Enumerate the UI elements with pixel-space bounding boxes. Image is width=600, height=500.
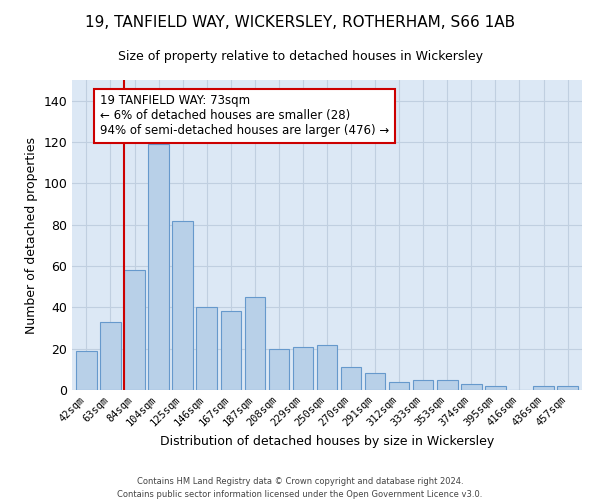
Text: Size of property relative to detached houses in Wickersley: Size of property relative to detached ho… <box>118 50 482 63</box>
Bar <box>557 386 578 390</box>
Bar <box>413 380 433 390</box>
Bar <box>269 348 289 390</box>
Bar <box>341 368 361 390</box>
Y-axis label: Number of detached properties: Number of detached properties <box>25 136 38 334</box>
Bar <box>485 386 506 390</box>
X-axis label: Distribution of detached houses by size in Wickersley: Distribution of detached houses by size … <box>160 436 494 448</box>
Bar <box>437 380 458 390</box>
Bar <box>172 220 193 390</box>
Text: 19 TANFIELD WAY: 73sqm
← 6% of detached houses are smaller (28)
94% of semi-deta: 19 TANFIELD WAY: 73sqm ← 6% of detached … <box>100 94 389 138</box>
Bar <box>461 384 482 390</box>
Text: Contains HM Land Registry data © Crown copyright and database right 2024.: Contains HM Land Registry data © Crown c… <box>137 478 463 486</box>
Bar <box>124 270 145 390</box>
Text: Contains public sector information licensed under the Open Government Licence v3: Contains public sector information licen… <box>118 490 482 499</box>
Bar <box>245 297 265 390</box>
Bar <box>100 322 121 390</box>
Bar <box>293 346 313 390</box>
Bar <box>533 386 554 390</box>
Bar <box>196 308 217 390</box>
Bar <box>317 344 337 390</box>
Bar <box>76 350 97 390</box>
Bar <box>148 144 169 390</box>
Bar <box>221 312 241 390</box>
Bar <box>365 374 385 390</box>
Text: 19, TANFIELD WAY, WICKERSLEY, ROTHERHAM, S66 1AB: 19, TANFIELD WAY, WICKERSLEY, ROTHERHAM,… <box>85 15 515 30</box>
Bar <box>389 382 409 390</box>
